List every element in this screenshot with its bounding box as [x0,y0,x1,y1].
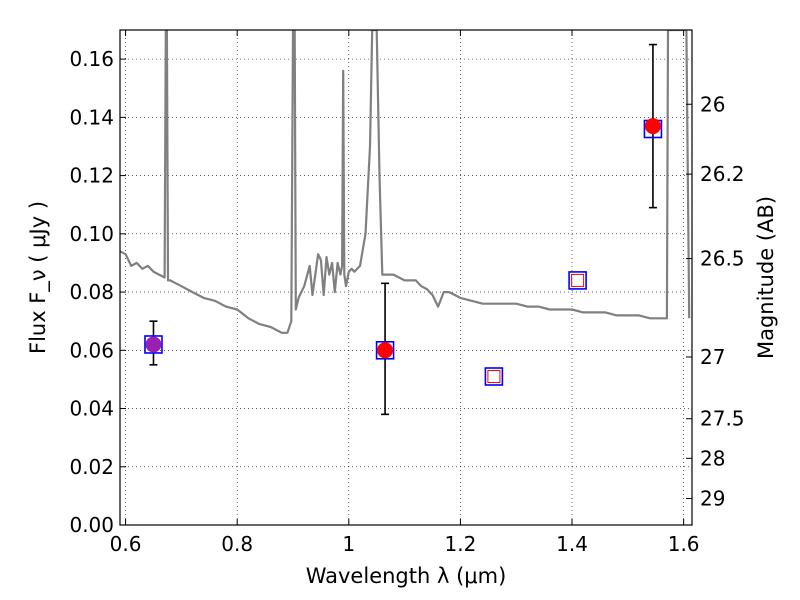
y2-tick-label: 27.5 [700,407,745,431]
x-tick-label: 0.8 [221,532,253,556]
observed-flux-point [644,118,661,135]
y-axis-label: Flux F_ν ( μJy ) [26,201,51,354]
y2-tick-label: 26.5 [700,247,745,271]
upper-limit-square [571,273,585,287]
y-tick-label: 0.12 [69,164,114,188]
y2-tick-label: 28 [700,446,725,470]
x-tick-label: 1.6 [668,532,700,556]
y2-tick-label: 26.2 [700,162,745,186]
y-tick-label: 0.14 [69,105,114,129]
photometry-markers [144,118,663,386]
y-tick-label: 0.06 [69,338,114,362]
model-flux-square [484,367,504,386]
y-tick-label: 0.08 [69,280,114,304]
model-flux-square [144,335,163,354]
observed-flux-point [145,336,162,353]
x-tick-label: 1 [342,532,355,556]
y2-tick-label: 29 [700,487,725,511]
upper-limit-square [487,370,501,383]
plot-frame [119,29,693,526]
axis-ticks: 0.6 0.8 1 1.2 1.4 1.6 0.00 0.02 0.04 0.06 0.08 0.10… [69,30,745,556]
x-tick-label: 1.2 [445,532,477,556]
model-flux-square [568,271,587,290]
y2-tick-label: 26 [700,92,725,116]
model-flux-square [375,340,395,360]
y-tick-label: 0.02 [69,455,114,479]
y-tick-label: 0.04 [69,397,114,421]
grid-lines [120,30,692,526]
y-tick-label: 0.16 [69,47,114,71]
spectrum-line [120,30,691,334]
y-tick-label: 0.10 [69,222,114,246]
error-bars [149,43,657,416]
observed-flux-point [377,342,394,359]
model-spectrum [120,30,691,334]
y2-tick-label: 27 [700,345,725,369]
x-tick-label: 1.4 [556,532,588,556]
x-axis-label: Wavelength λ (μm) [306,564,507,588]
x-tick-label: 0.6 [110,532,142,556]
y-tick-label: 0.00 [69,513,114,537]
secondary-y-axis-label: Magnitude (AB) [754,196,778,359]
